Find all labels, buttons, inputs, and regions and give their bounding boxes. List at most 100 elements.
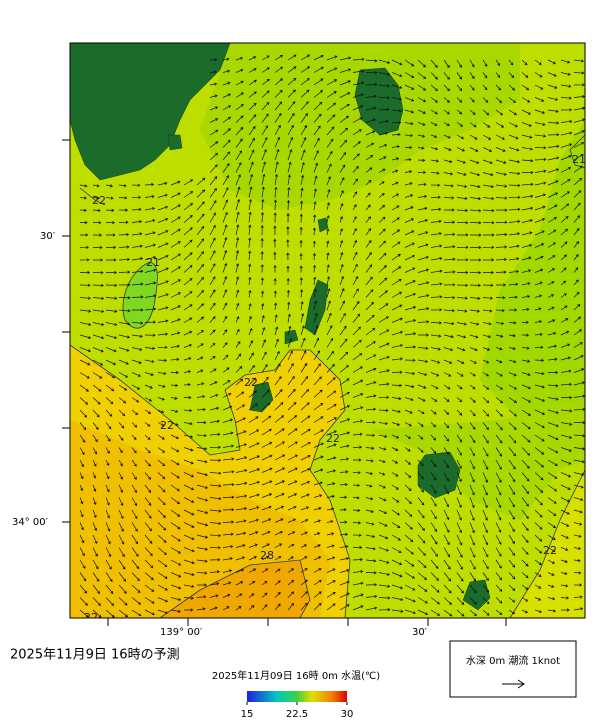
current-arrow (157, 459, 166, 467)
current-arrow (144, 307, 157, 311)
current-arrow (105, 434, 111, 442)
current-arrow (443, 134, 451, 139)
current-arrow (235, 237, 240, 248)
contour-label: 22 (84, 611, 98, 624)
current-arrow (300, 415, 311, 423)
current-arrow (495, 122, 505, 128)
current-arrow (456, 409, 463, 416)
current-arrow (287, 375, 295, 386)
current-arrow (339, 80, 351, 86)
current-arrow (326, 228, 330, 236)
current-arrow (482, 147, 493, 152)
current-arrow (534, 230, 545, 236)
current-arrow (248, 429, 260, 436)
current-arrow (482, 597, 490, 605)
current-arrow (521, 547, 529, 555)
current-arrow (365, 420, 376, 424)
current-arrow (560, 228, 568, 236)
current-arrow (534, 609, 543, 614)
current-arrow (274, 55, 283, 61)
current-arrow (391, 522, 401, 528)
current-arrow (170, 383, 179, 388)
current-arrow (417, 459, 424, 467)
current-arrow (482, 159, 493, 165)
current-arrow (456, 122, 464, 127)
current-arrow (391, 609, 404, 613)
current-arrow (157, 267, 169, 273)
current-arrow (417, 255, 429, 261)
current-arrow (326, 176, 331, 186)
current-arrow (430, 282, 443, 286)
current-arrow (521, 320, 529, 324)
current-arrow (508, 359, 517, 364)
sea-warm (510, 470, 585, 618)
current-arrow (222, 329, 228, 336)
current-arrow (300, 149, 306, 161)
current-arrow (157, 509, 166, 518)
current-arrow (404, 305, 417, 311)
current-arrow (443, 384, 451, 390)
current-arrow (508, 409, 517, 417)
current-arrow (443, 172, 454, 176)
current-arrow (92, 296, 105, 300)
current-arrow (300, 568, 308, 573)
current-arrow (93, 258, 104, 262)
current-arrow (430, 147, 439, 151)
current-arrow (118, 347, 130, 352)
current-arrow (482, 184, 495, 189)
current-arrow (508, 509, 515, 520)
current-arrow (430, 232, 443, 236)
current-arrow (131, 584, 141, 593)
current-arrow (131, 183, 141, 187)
current-arrow (391, 279, 402, 286)
current-arrow (287, 66, 297, 73)
current-arrow (443, 359, 453, 364)
current-arrow (391, 229, 401, 236)
current-arrow (197, 583, 208, 587)
current-arrow (326, 55, 338, 61)
current-arrow (365, 314, 375, 323)
current-arrow (300, 375, 309, 386)
current-arrow (352, 339, 362, 348)
current-arrow (260, 211, 265, 223)
current-arrow (261, 315, 265, 323)
current-arrow (573, 279, 579, 286)
current-arrow (157, 384, 166, 388)
current-arrow (287, 543, 295, 548)
current-arrow (326, 443, 337, 448)
current-arrow (430, 497, 437, 507)
current-arrow (248, 493, 260, 498)
current-arrow (534, 255, 544, 261)
current-arrow (378, 472, 386, 476)
current-arrow (378, 290, 388, 298)
current-arrow (417, 170, 427, 174)
current-arrow (222, 431, 234, 436)
current-arrow (443, 283, 456, 287)
current-arrow (131, 509, 138, 519)
current-arrow (495, 597, 503, 604)
current-arrow (248, 442, 260, 448)
current-arrow (521, 256, 532, 261)
current-arrow (508, 134, 519, 140)
current-arrow (339, 495, 348, 499)
current-arrow (365, 82, 378, 87)
current-arrow (222, 315, 228, 323)
current-arrow (326, 102, 337, 111)
current-arrow (521, 243, 533, 248)
current-arrow (261, 518, 272, 523)
current-arrow (131, 269, 144, 273)
current-arrow (430, 609, 441, 616)
current-arrow (209, 484, 222, 488)
current-arrow (157, 306, 169, 311)
current-arrow (456, 208, 469, 213)
current-arrow (92, 384, 102, 392)
current-arrow (482, 572, 489, 582)
current-arrow (287, 454, 298, 461)
current-arrow (131, 334, 143, 338)
current-arrow (183, 472, 195, 478)
current-arrow (261, 364, 268, 373)
current-arrow (495, 208, 508, 212)
current-arrow (183, 291, 193, 298)
current-arrow (469, 309, 480, 313)
current-arrow (352, 533, 362, 537)
